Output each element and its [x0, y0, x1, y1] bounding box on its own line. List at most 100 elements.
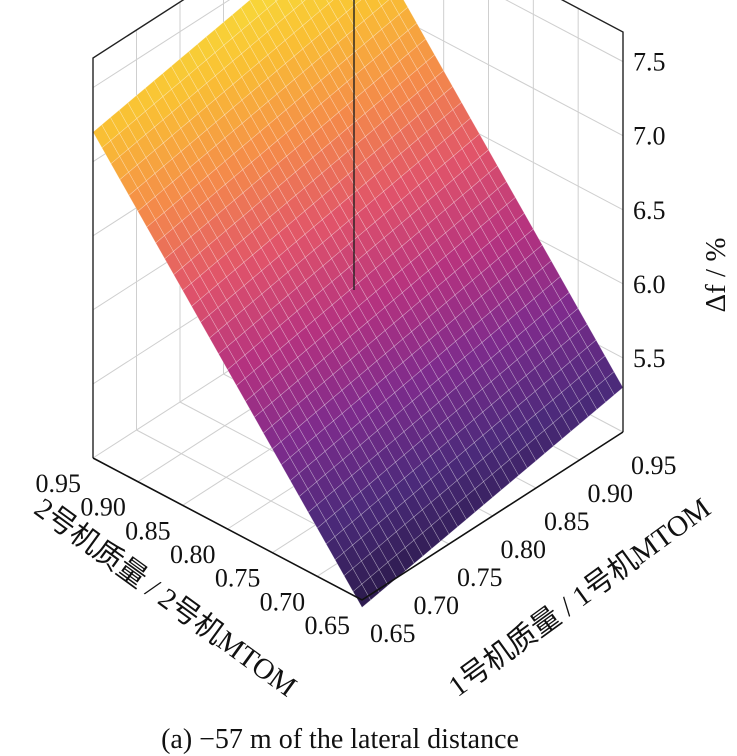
surface-cell	[392, 269, 412, 294]
surface-cell	[325, 489, 344, 514]
surface-cell	[472, 342, 492, 367]
y-tick-label: 0.95	[36, 469, 82, 498]
surface-cell	[463, 279, 482, 305]
surface-cell	[205, 52, 225, 77]
surface-cell	[297, 372, 316, 397]
surface-cell	[154, 165, 174, 190]
surface-cell	[391, 176, 411, 201]
surface-cell	[447, 456, 467, 481]
surface-cell	[438, 394, 457, 419]
surface-cell	[154, 188, 174, 213]
surface-cell	[355, 66, 374, 91]
surface-cell	[374, 214, 394, 239]
surface-cell	[382, 114, 401, 139]
surface-cell	[127, 141, 147, 166]
surface-cell	[357, 228, 376, 253]
surface-cell	[560, 361, 580, 386]
surface-cell	[552, 415, 572, 440]
x-tick-label: 0.65	[370, 619, 416, 648]
y-tick-label: 0.65	[305, 611, 351, 640]
surface-cell	[162, 88, 181, 113]
surface-cell	[251, 224, 271, 249]
floor-axes	[92, 431, 624, 601]
surface-cell	[216, 183, 235, 208]
surface-cell	[401, 215, 420, 240]
surface-cell	[508, 382, 527, 407]
surface-cell	[136, 87, 155, 112]
surface-cell	[145, 149, 165, 174]
surface-cell	[365, 152, 384, 177]
surface-cell	[240, 22, 260, 47]
surface-cell	[234, 238, 253, 263]
surface-cell	[279, 364, 299, 389]
surface-cell	[377, 492, 397, 517]
surface-cell	[180, 143, 200, 168]
surface-cell	[314, 311, 333, 336]
surface-cell	[321, 165, 340, 190]
surface-cell	[224, 153, 244, 178]
surface-cell	[172, 174, 191, 199]
surface-cell	[315, 427, 335, 452]
surface-cell	[391, 153, 411, 178]
surface-cell	[500, 412, 519, 437]
surface-cell	[234, 215, 253, 240]
surface-cell	[304, 203, 323, 228]
surface-cell	[434, 93, 454, 118]
axis-frame	[92, 0, 624, 601]
surface-cell	[524, 228, 543, 253]
surface-cell	[199, 291, 219, 316]
surface-cell	[119, 171, 138, 196]
surface-cell	[253, 363, 272, 388]
surface-cell	[366, 267, 386, 292]
surface-cell	[110, 132, 129, 157]
surface-cell	[215, 114, 234, 139]
surface-cell	[428, 332, 448, 357]
surface-cell	[216, 207, 235, 232]
surface-cell	[453, 217, 473, 242]
surface-cell	[137, 203, 156, 228]
surface-cell	[326, 0, 334, 5]
surface-cell	[323, 374, 343, 399]
surface-cell	[171, 151, 191, 176]
z-tick-label: 6.5	[633, 196, 666, 225]
surface-cell	[471, 203, 490, 228]
y-tick-labels: 0.950.900.850.800.750.700.65	[36, 469, 351, 640]
chart-caption: (a) −57 m of the lateral distance	[161, 724, 519, 755]
x-tick-label: 0.75	[457, 563, 503, 592]
surface	[92, 0, 624, 608]
z-tick-label: 5.5	[633, 344, 666, 373]
surface-cell	[181, 213, 200, 238]
surface-cell	[172, 197, 191, 222]
surface-cell	[497, 227, 517, 252]
surface-cell	[233, 146, 252, 171]
surface-cell	[288, 310, 307, 335]
surface-cell	[364, 105, 384, 130]
surface-cell	[430, 448, 449, 473]
surface-cell	[233, 192, 253, 217]
surface-cell	[384, 322, 404, 347]
surface-cell	[394, 384, 413, 410]
surface-cell	[587, 339, 606, 364]
surface-cell	[500, 459, 519, 484]
surface-cell	[427, 216, 446, 241]
surface-cell	[465, 488, 485, 513]
surface-cell	[268, 163, 288, 188]
surface-cell	[163, 181, 182, 206]
y-tick-label: 0.90	[80, 493, 126, 522]
x-tick-label: 0.70	[414, 591, 460, 620]
surface-cell	[350, 375, 369, 400]
surface-cell	[408, 92, 427, 117]
surface-cell	[474, 458, 493, 483]
z-tick-label: 7.5	[633, 48, 666, 77]
z-axis-title: Δf / %	[700, 237, 732, 312]
surface-cell	[197, 82, 216, 107]
surface-cell	[330, 204, 350, 229]
surface-cell	[180, 120, 199, 145]
surface-cell	[543, 376, 562, 401]
surface-cell	[276, 63, 295, 88]
surface-cell	[252, 247, 271, 272]
surface-cell	[136, 133, 156, 159]
surface-cell	[145, 173, 165, 198]
surface-cell	[268, 139, 287, 165]
surface-cell	[524, 251, 543, 276]
